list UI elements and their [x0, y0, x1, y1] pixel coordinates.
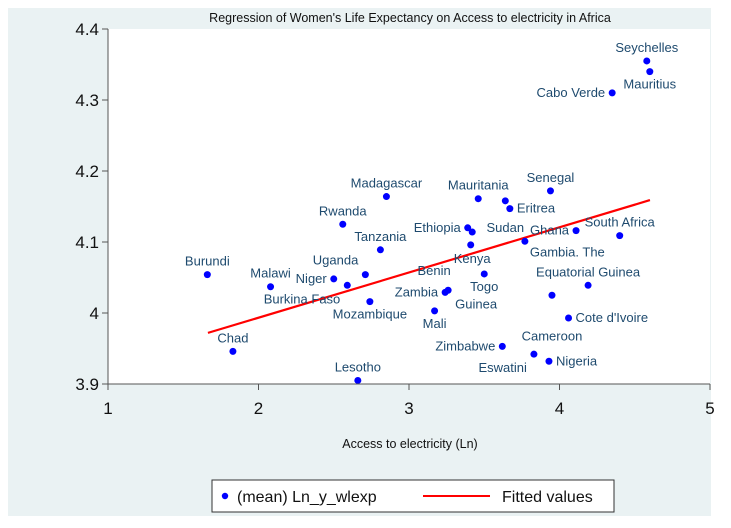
plot-marks: Seychelles Mauritius Cabo Verde Senegal Mada…: [185, 40, 679, 384]
point-label: Senegal: [527, 170, 575, 185]
point-label: Guinea: [455, 296, 498, 311]
point-label: Sudan: [487, 220, 525, 235]
legend-label-fit: Fitted values: [502, 489, 593, 506]
data-point: [203, 271, 211, 279]
data-point: [616, 232, 624, 240]
data-point: [608, 89, 616, 97]
point-label: Chad: [217, 330, 248, 345]
point-label: Kenya: [454, 251, 492, 266]
y-tick-label: 4.1: [75, 233, 99, 252]
data-point: [480, 270, 488, 278]
point-label: Mauritius: [623, 77, 676, 92]
x-tick-label: 1: [103, 399, 112, 418]
data-point: [376, 246, 384, 254]
point-label: South Africa: [585, 215, 656, 230]
data-point: [474, 195, 482, 203]
data-point: [498, 342, 506, 350]
x-tick-label: 5: [705, 399, 714, 418]
y-tick-label: 4.3: [75, 91, 99, 110]
data-point: [501, 197, 509, 205]
data-point: [441, 288, 449, 296]
point-label: Burundi: [185, 254, 230, 269]
point-label: Zimbabwe: [435, 338, 495, 353]
data-point: [646, 68, 654, 76]
point-label: Zambia: [395, 284, 439, 299]
data-point: [467, 241, 475, 249]
data-point: [464, 224, 472, 232]
data-point: [530, 350, 538, 358]
point-label: Mali: [423, 316, 447, 331]
point-label: Ghana: [530, 223, 570, 238]
point-label: Tanzania: [354, 229, 407, 244]
y-tick-label: 4.2: [75, 162, 99, 181]
point-label: Cote d'Ivoire: [576, 310, 649, 325]
x-tick-label: 2: [254, 399, 263, 418]
point-label: Burkina Faso: [264, 291, 341, 306]
data-point: [431, 307, 439, 315]
data-point: [330, 275, 338, 283]
point-label: Mozambique: [333, 307, 407, 322]
point-label: Benin: [417, 263, 450, 278]
data-point: [565, 314, 573, 322]
data-point: [343, 281, 351, 289]
y-tick-label: 3.9: [75, 375, 99, 394]
y-tick-label: 4: [90, 304, 99, 323]
point-label: Niger: [296, 271, 328, 286]
data-point: [382, 193, 390, 201]
x-axis-title: Access to electricity (Ln): [342, 437, 477, 451]
point-label: Seychelles: [615, 40, 678, 55]
fitted-line: [207, 199, 651, 334]
plot-area: [108, 29, 710, 384]
legend-box: [211, 479, 615, 513]
point-label: Eswatini: [478, 360, 527, 375]
data-point: [267, 283, 275, 291]
data-point: [548, 291, 556, 299]
data-point: [546, 187, 554, 195]
data-point: [354, 376, 362, 384]
data-point: [339, 220, 347, 228]
y-tick-label: 4.4: [75, 20, 99, 39]
point-label: Mauritania: [448, 178, 509, 193]
point-label: Ethiopia: [414, 220, 462, 235]
data-point: [643, 57, 651, 65]
legend-label-points: (mean) Ln_y_wlexp: [237, 489, 377, 506]
x-tick-label: 4: [555, 399, 564, 418]
data-point: [545, 357, 553, 365]
data-point: [366, 298, 374, 306]
data-point: [468, 228, 476, 236]
point-label: Malawi: [250, 266, 291, 281]
point-label: Cabo Verde: [537, 85, 606, 100]
x-tick-label: 3: [404, 399, 413, 418]
point-label: Eritrea: [517, 201, 556, 216]
x-axis-ticks: 1 2 3 4 5: [103, 384, 715, 418]
point-label: Rwanda: [319, 203, 367, 218]
legend: (mean) Ln_y_wlexp Fitted values: [211, 479, 615, 513]
point-label: Lesotho: [335, 359, 381, 374]
data-point: [572, 227, 580, 235]
legend-marker-points: [221, 492, 229, 500]
point-label: Equatorial Guinea: [536, 264, 641, 279]
data-point: [521, 237, 529, 245]
point-label: Cameroon: [522, 328, 583, 343]
data-point: [506, 205, 514, 213]
point-label: Madagascar: [351, 176, 423, 191]
point-label: Nigeria: [556, 353, 598, 368]
point-label: Uganda: [313, 253, 359, 268]
data-point: [361, 271, 369, 279]
data-point: [584, 281, 592, 289]
y-axis-ticks: 3.9 4 4.1 4.2 4.3 4.4: [75, 20, 108, 394]
point-label: Gambia. The: [530, 244, 605, 259]
chart-title: Regression of Women's Life Expectancy on…: [209, 11, 611, 25]
point-label: Togo: [470, 279, 498, 294]
data-point: [229, 347, 237, 355]
